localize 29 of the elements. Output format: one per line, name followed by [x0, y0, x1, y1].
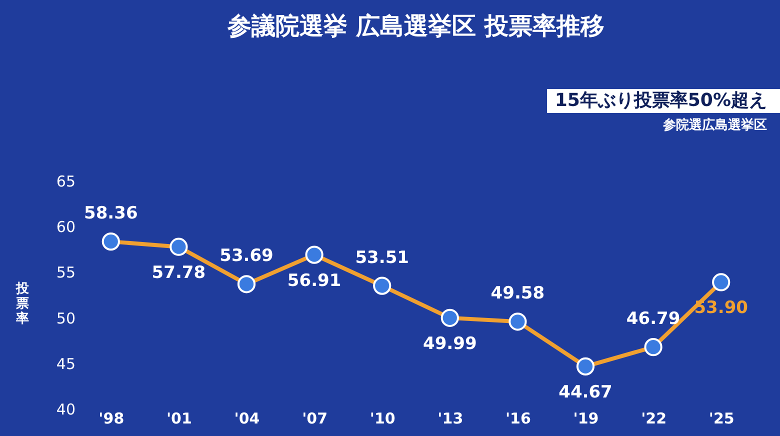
- y-axis-title: 投票率: [14, 282, 30, 326]
- x-tick-label: '07: [302, 410, 328, 428]
- x-tick-label: '10: [370, 410, 396, 428]
- text: 46.79: [626, 309, 680, 330]
- text: 53.69: [220, 246, 274, 266]
- x-tick-label: '16: [505, 410, 531, 428]
- y-tick-label: 60: [56, 218, 76, 236]
- y-tick-label: 65: [56, 172, 76, 190]
- x-tick-label: '04: [234, 410, 260, 428]
- x-tick-label: '19: [573, 410, 599, 428]
- text: 15年ぶり投票率50%超え: [554, 90, 767, 111]
- text: 44.67: [558, 382, 612, 402]
- x-tick-label: '22: [641, 410, 667, 428]
- y-tick-label: 40: [56, 400, 76, 418]
- text: 56.91: [287, 270, 342, 291]
- text: 49.99: [423, 334, 477, 354]
- text: 53.51: [355, 248, 409, 268]
- text: 49.58: [490, 284, 545, 304]
- text: 参院選広島選挙区: [662, 117, 767, 133]
- x-tick-label: '01: [166, 410, 192, 428]
- x-tick-label: '13: [438, 410, 464, 428]
- y-tick-label: 50: [56, 309, 76, 328]
- y-tick-label: 45: [56, 354, 76, 373]
- chart-title: 参議院選挙 広島選挙区 投票率推移: [226, 12, 604, 40]
- text: 58.36: [84, 204, 138, 224]
- y-tick-label: 55: [56, 264, 76, 282]
- x-tick-label: '98: [98, 410, 124, 428]
- text: 57.78: [152, 262, 206, 283]
- x-tick-label: '25: [708, 410, 734, 428]
